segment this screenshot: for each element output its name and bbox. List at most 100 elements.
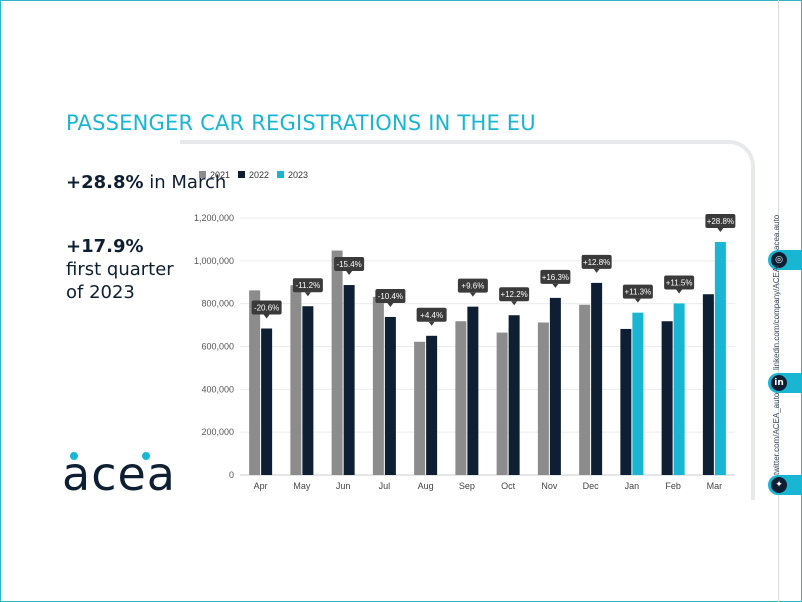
- annotation-pointer: [593, 268, 600, 273]
- bar-2021-apr: [249, 290, 261, 475]
- bar-2021-sep: [455, 321, 467, 475]
- annotation-label: +11.3%: [624, 288, 651, 297]
- linkedin-link[interactable]: linkedin.com/company/ACEA/: [772, 264, 781, 370]
- legend-swatch: [277, 171, 284, 178]
- x-tick-label: Dec: [583, 481, 600, 491]
- annotation-pointer: [676, 289, 683, 294]
- annotation-pointer: [552, 283, 559, 288]
- x-tick-label: Mar: [707, 481, 723, 491]
- bar-2022-feb: [661, 321, 673, 475]
- annotation-box: [540, 269, 571, 284]
- annotation-pointer: [634, 298, 641, 303]
- bar-2022-sep: [467, 306, 479, 475]
- x-tick-label: Jun: [336, 481, 351, 491]
- annotation-box: [292, 278, 323, 293]
- kpi-march-label: in March: [149, 172, 227, 193]
- kpi-quarter-value: +17.9%: [66, 236, 144, 257]
- x-tick-label: Feb: [665, 481, 681, 491]
- bar-2023-jan: [632, 312, 644, 475]
- annotation-label: +4.4%: [420, 311, 443, 320]
- annotation-label: +9.6%: [461, 282, 484, 291]
- annotation-label: +28.8%: [707, 217, 734, 226]
- legend-label: 2021: [210, 170, 230, 180]
- legend-swatch: [238, 171, 245, 178]
- bar-2021-may: [290, 285, 302, 475]
- annotation-pointer: [346, 271, 353, 276]
- annotation-pointer: [469, 292, 476, 297]
- social-divider: [778, 0, 779, 602]
- bar-2022-oct: [508, 315, 520, 475]
- y-tick-label: 0: [229, 470, 234, 480]
- annotation-pointer: [304, 292, 311, 297]
- y-tick-label: 600,000: [201, 342, 234, 352]
- kpi-quarter-line2: of 2023: [66, 282, 135, 303]
- x-tick-label: Oct: [501, 481, 516, 491]
- logo-dot: [70, 452, 78, 460]
- x-tick-label: May: [293, 481, 311, 491]
- kpi-march-value: +28.8%: [66, 172, 144, 193]
- logo-dot: [142, 452, 150, 460]
- annotation-box: [622, 284, 653, 299]
- annotation-label: -10.4%: [378, 292, 403, 301]
- legend-label: 2022: [249, 170, 269, 180]
- chart-panel: [180, 140, 755, 500]
- annotation-label: +16.3%: [542, 273, 569, 282]
- x-tick-label: Jul: [379, 481, 391, 491]
- bar-2021-nov: [537, 322, 549, 475]
- y-tick-label: 1,200,000: [194, 213, 234, 223]
- bar-2022-jul: [384, 316, 396, 475]
- bar-2022-jun: [343, 285, 355, 475]
- y-tick-label: 800,000: [201, 299, 234, 309]
- annotation-pointer: [263, 314, 270, 319]
- annotation-box: [457, 278, 488, 293]
- bar-2022-may: [302, 306, 314, 475]
- bar-2022-apr: [261, 328, 273, 475]
- annotation-label: +12.2%: [500, 290, 527, 299]
- bar-2021-jun: [331, 250, 343, 475]
- annotation-box: [664, 275, 695, 290]
- bar-2023-mar: [714, 241, 726, 475]
- bar-2021-dec: [579, 304, 591, 475]
- annotation-box: [416, 307, 447, 322]
- annotation-box: [334, 257, 365, 272]
- twitter-link[interactable]: twitter.com/ACEA_auto: [772, 392, 781, 475]
- annotation-box: [499, 287, 530, 302]
- annotation-pointer: [717, 227, 724, 232]
- x-tick-label: Apr: [254, 481, 268, 491]
- x-tick-label: Nov: [541, 481, 558, 491]
- annotation-label: +11.5%: [666, 278, 693, 287]
- bar-2021-aug: [414, 341, 426, 475]
- legend-label: 2023: [288, 170, 308, 180]
- annotation-label: -11.2%: [295, 281, 320, 290]
- annotation-pointer: [387, 302, 394, 307]
- bar-2022-nov: [549, 297, 561, 475]
- logo-text: acea: [62, 448, 176, 500]
- annotation-label: -15.4%: [336, 260, 361, 269]
- website-link[interactable]: acea.auto: [772, 214, 781, 250]
- y-tick-label: 200,000: [201, 427, 234, 437]
- bar-2021-jul: [372, 296, 384, 475]
- bar-2021-oct: [496, 332, 508, 475]
- annotation-pointer: [511, 301, 518, 306]
- annotation-label: +12.8%: [583, 258, 610, 267]
- annotation-box: [581, 254, 612, 269]
- acea-logo: acea: [62, 448, 176, 500]
- x-tick-label: Aug: [418, 481, 434, 491]
- bar-2022-jan: [620, 328, 632, 475]
- bar-2022-aug: [426, 335, 438, 475]
- annotation-box: [375, 288, 406, 303]
- annotation-label: -20.6%: [254, 304, 279, 313]
- twitter-icon[interactable]: ✦: [768, 475, 802, 495]
- annotation-box: [705, 213, 736, 228]
- x-tick-label: Sep: [459, 481, 475, 491]
- bar-2023-feb: [673, 303, 685, 475]
- linkedin-icon[interactable]: in: [768, 373, 802, 393]
- kpi-quarter-line1: first quarter: [66, 259, 174, 280]
- kpi-quarter: +17.9% first quarter of 2023: [66, 235, 174, 304]
- bar-2022-mar: [702, 294, 714, 475]
- y-tick-label: 1,000,000: [194, 256, 234, 266]
- kpi-march: +28.8% in March: [66, 171, 226, 194]
- legend-swatch: [199, 171, 206, 178]
- globe-icon[interactable]: ◎: [768, 250, 802, 270]
